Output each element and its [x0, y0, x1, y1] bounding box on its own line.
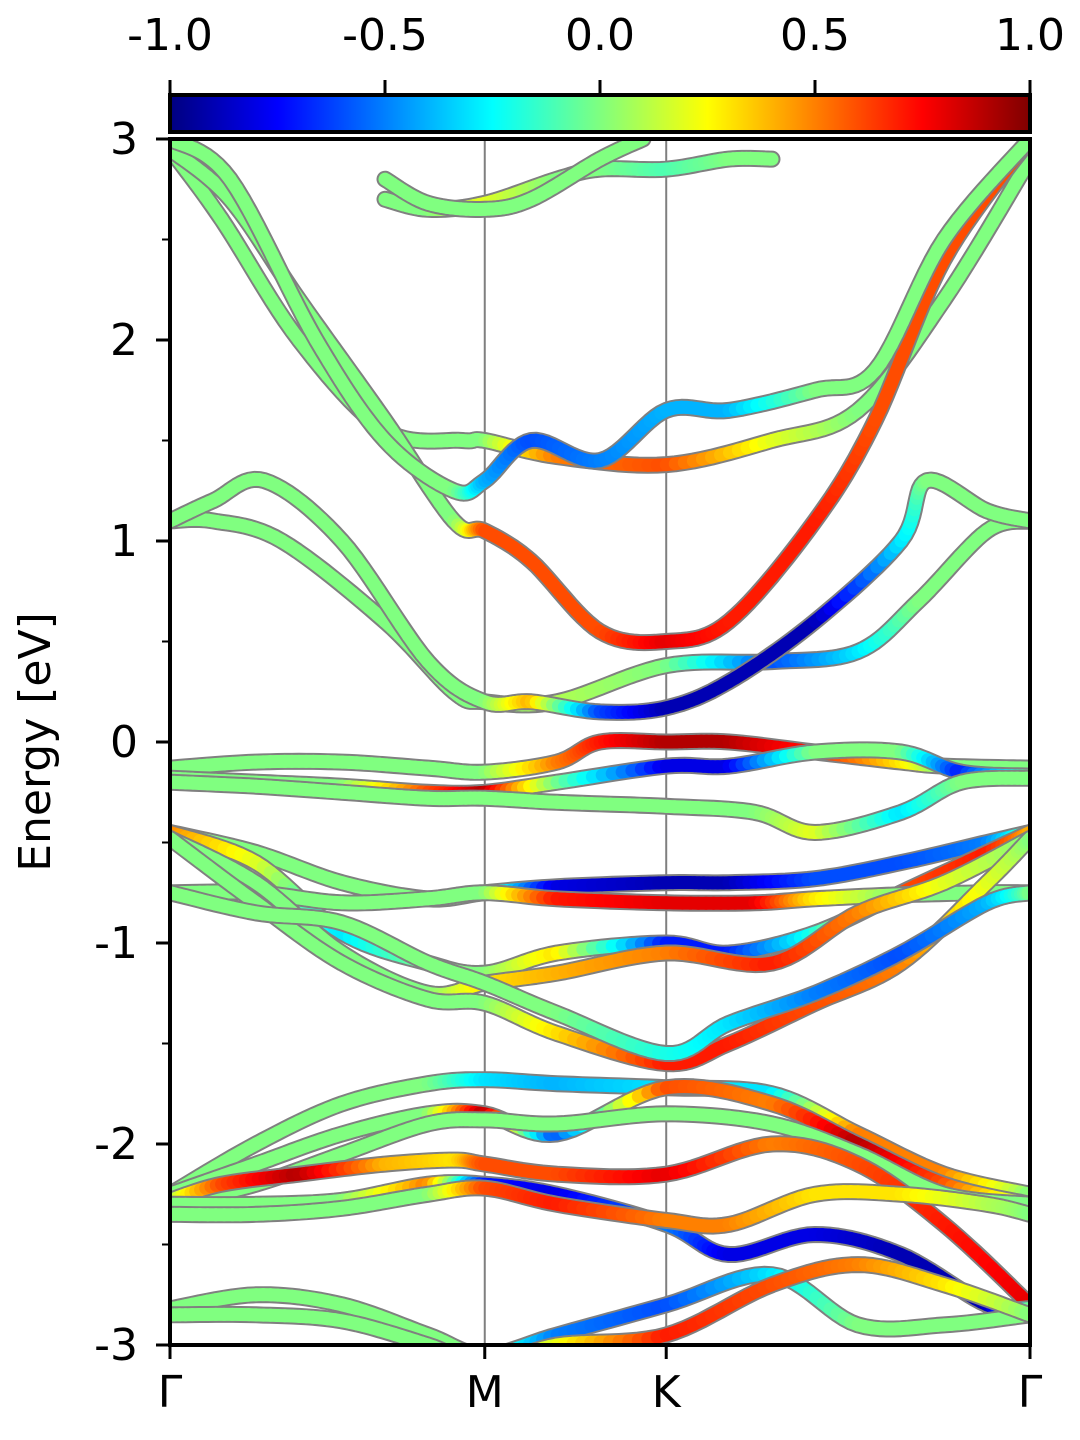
- band-segment: [457, 1358, 461, 1360]
- band-segment: [512, 1357, 518, 1359]
- band-segment: [506, 1359, 512, 1361]
- band-3: [170, 139, 1030, 502]
- band-segment: [490, 1364, 495, 1365]
- y-tick-label: -1: [94, 918, 138, 969]
- band-24: [376, 139, 652, 218]
- band-22: [170, 1256, 1030, 1365]
- band-segment: [442, 1344, 446, 1345]
- colorbar-tick-label: 1.0: [995, 10, 1065, 61]
- colorbar: -1.0 -0.5 0.0 0.5 1.0: [127, 10, 1065, 134]
- y-tick-label: 2: [110, 315, 138, 366]
- band-14: [170, 884, 1030, 1062]
- band-segment: [495, 1353, 500, 1354]
- band-segment: [449, 1353, 453, 1355]
- band-segment: [461, 1360, 465, 1362]
- band-20: [170, 1179, 1030, 1235]
- y-tick-label: -2: [94, 1119, 138, 1170]
- y-tick-label: 0: [110, 717, 138, 768]
- band-segment: [457, 1343, 467, 1345]
- band-segment: [475, 1364, 480, 1365]
- band-segment: [453, 1356, 457, 1358]
- y-tick-label: 3: [110, 114, 138, 165]
- colorbar-gradient: [168, 93, 1032, 134]
- band-segment: [501, 1361, 506, 1363]
- band-segment: [506, 1343, 516, 1345]
- y-axis: -3 -2 -1 0 1 2 3: [94, 114, 170, 1371]
- band-5: [170, 470, 1030, 721]
- y-axis-title: Energy [eV]: [10, 612, 61, 872]
- colorbar-tick-label: 0.5: [780, 10, 850, 61]
- band-segment: [466, 1352, 470, 1353]
- colorbar-tick-label: -1.0: [127, 10, 213, 61]
- band-segment: [470, 1353, 475, 1354]
- plot-area: -3 -2 -1 0 1 2 3 Γ M K Γ: [94, 114, 1043, 1418]
- x-tick-label: Γ: [158, 1367, 183, 1418]
- band-segment: [495, 1363, 500, 1364]
- band-15: [170, 1071, 1030, 1203]
- band-segment: [501, 1352, 506, 1353]
- band-segment: [427, 1340, 444, 1345]
- band-segment: [531, 1343, 540, 1345]
- band-segment: [451, 1341, 466, 1345]
- band-segment: [523, 1352, 529, 1354]
- colorbar-tick-label: 0.0: [565, 10, 635, 61]
- x-tick-label: Γ: [1018, 1367, 1043, 1418]
- band-segment: [433, 1342, 446, 1345]
- band-8: [170, 769, 1030, 841]
- band-segment: [507, 1341, 524, 1345]
- band-segment: [470, 1363, 475, 1364]
- band-segment: [475, 1354, 480, 1355]
- bands: [170, 139, 1030, 1365]
- x-tick-label: K: [652, 1367, 682, 1418]
- y-tick-label: 1: [110, 516, 138, 567]
- y-tick-label: -3: [94, 1320, 138, 1371]
- x-tick-label: M: [466, 1367, 504, 1418]
- band-segment: [490, 1354, 495, 1355]
- band-segment: [466, 1362, 470, 1363]
- colorbar-tick-label: -0.5: [342, 10, 428, 61]
- band-segment: [518, 1355, 524, 1357]
- band-segment: [532, 1341, 549, 1345]
